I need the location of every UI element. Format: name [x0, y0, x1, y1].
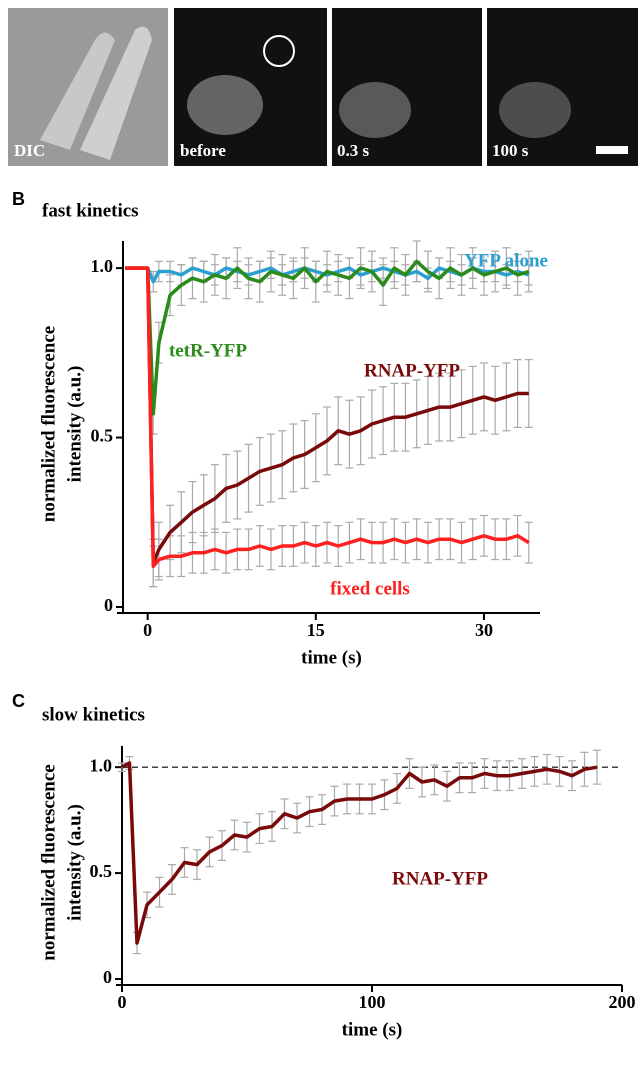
y-tick-label: 0: [103, 967, 112, 987]
series-line: [125, 266, 530, 569]
y-axis-label: normalized fluorescence: [38, 764, 59, 960]
x-tick-label: 100: [359, 992, 386, 1012]
series-line: [125, 259, 530, 416]
y-axis-label: normalized fluorescence: [38, 326, 59, 522]
image-label: DIC: [14, 141, 45, 160]
y-axis-label: intensity (a.u.): [64, 804, 85, 921]
series-line: [125, 266, 529, 565]
x-tick-label: 0: [118, 992, 127, 1012]
series-label: YFP alone: [464, 250, 548, 271]
y-tick-label: 0.5: [90, 861, 113, 881]
x-tick-label: 15: [307, 620, 325, 640]
y-tick-label: 0.5: [91, 426, 114, 446]
cell-shape: [40, 32, 115, 150]
image-label: before: [180, 141, 226, 160]
x-axis-label: time (s): [342, 1019, 403, 1040]
scale-bar: [596, 146, 628, 154]
y-axis-label: intensity (a.u.): [64, 366, 85, 483]
cell-glow: [339, 82, 411, 138]
series-label: RNAP-YFP: [364, 360, 460, 381]
cell-shape: [80, 26, 152, 160]
cell-glow: [187, 75, 263, 135]
x-axis-label: time (s): [301, 647, 362, 668]
x-tick-label: 200: [609, 992, 636, 1012]
cell-glow: [499, 82, 571, 138]
panel-title: fast kinetics: [42, 200, 139, 221]
y-tick-label: 1.0: [91, 256, 114, 276]
panel-letter: B: [12, 189, 25, 209]
panel-title: slow kinetics: [42, 704, 145, 725]
bleach-circle: [263, 35, 295, 67]
image-label: 100 s: [492, 141, 529, 160]
y-tick-label: 1.0: [90, 755, 113, 775]
x-tick-label: 30: [475, 620, 493, 640]
series-label: RNAP-YFP: [392, 868, 488, 889]
image-label: 0.3 s: [337, 141, 370, 160]
series-line: [121, 761, 598, 945]
panel-letter: C: [12, 691, 25, 711]
micrographs: [8, 8, 638, 166]
image-100s: [487, 8, 638, 166]
series-label: fixed cells: [330, 578, 410, 599]
y-tick-label: 0: [104, 595, 113, 615]
series-label: tetR-YFP: [169, 340, 247, 361]
x-tick-label: 0: [143, 620, 152, 640]
